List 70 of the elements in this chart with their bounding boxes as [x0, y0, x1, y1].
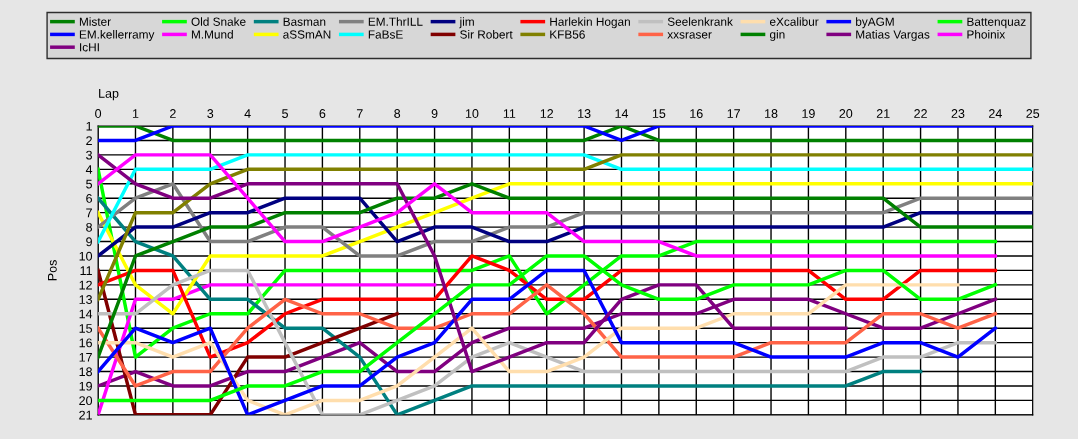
legend-label: Harlekin Hogan	[550, 17, 630, 29]
legend-label: Matias Vargas	[856, 29, 930, 41]
x-tick-label: 18	[765, 109, 778, 118]
legend-label: Phoinix	[967, 29, 1006, 39]
x-tick-label: 3	[207, 109, 214, 118]
y-tick-label: 7	[86, 208, 92, 218]
legend-label: aSSmAN	[283, 30, 331, 39]
x-tick-label: 6	[319, 109, 326, 118]
legend-label: Old Snake	[191, 17, 246, 26]
y-tick-label: 4	[85, 165, 93, 174]
y-tick-label: 8	[86, 222, 92, 232]
x-tick-label: 16	[690, 109, 703, 118]
x-tick-label: 13	[578, 109, 591, 118]
x-tick-label: 22	[914, 109, 927, 118]
legend-label: IcHI	[80, 43, 99, 52]
y-tick-label: 20	[79, 396, 93, 406]
x-tick-label: 17	[727, 109, 740, 118]
x-tick-label: 7	[356, 109, 363, 118]
y-tick-label: 15	[79, 324, 93, 333]
y-tick-label: 13	[79, 295, 92, 304]
y-tick-label: 6	[86, 194, 92, 203]
x-tick-label: 4	[244, 109, 251, 118]
y-tick-label: 16	[79, 338, 92, 348]
x-tick-label: 11	[503, 109, 516, 118]
legend-label: byAGM	[856, 17, 894, 29]
legend-label: Seelenkrank	[667, 17, 733, 26]
x-tick-label: 1	[132, 109, 139, 118]
x-tick-label: 23	[951, 109, 965, 118]
legend-label: Sir Robert	[460, 29, 513, 39]
y-tick-label: 1	[86, 121, 92, 131]
x-tick-label: 14	[615, 109, 629, 118]
y-tick-label: 19	[79, 381, 92, 391]
x-tick-label: 9	[431, 109, 438, 118]
legend-label: gin	[769, 29, 785, 41]
y-tick-label: 2	[86, 136, 92, 145]
y-tick-label: 9	[86, 237, 92, 247]
x-tick-label: 20	[839, 109, 853, 118]
x-tick-label: 0	[95, 109, 102, 118]
legend-label: Mister	[79, 17, 111, 26]
legend-label: KFB56	[550, 30, 585, 39]
legend-label: EM.kellerramy	[79, 29, 155, 41]
y-tick-label: 14	[79, 309, 93, 319]
y-tick-label: 3	[86, 150, 92, 160]
x-tick-label: 25	[1026, 109, 1040, 118]
legend-label: jim	[459, 17, 474, 29]
y-tick-label: 10	[79, 251, 93, 261]
x-tick-label: 12	[540, 109, 554, 118]
x-tick-label: 15	[652, 109, 666, 118]
legend-label: EM.ThrILL	[368, 17, 423, 26]
y-tick-label: 21	[79, 410, 92, 420]
legend-label: M.Mund	[191, 29, 233, 39]
legend-label: eXcalibur	[769, 17, 819, 26]
x-tick-label: 19	[802, 109, 815, 118]
legend-label: xxsraser	[667, 32, 712, 39]
x-axis-title: Lap	[99, 89, 119, 101]
y-tick-label: 17	[79, 353, 92, 362]
x-tick-label: 5	[282, 109, 288, 118]
y-tick-label: 12	[79, 280, 92, 290]
x-tick-label: 8	[394, 109, 401, 118]
x-tick-label: 10	[465, 109, 479, 118]
x-tick-label: 2	[170, 109, 176, 118]
y-tick-label: 5	[86, 179, 93, 189]
legend-label: Basman	[283, 17, 326, 26]
x-tick-label: 24	[989, 109, 1002, 118]
legend-label: FaBsE	[368, 30, 403, 39]
y-axis-title: Pos	[48, 260, 57, 281]
x-tick-label: 21	[876, 109, 890, 118]
y-tick-label: 18	[79, 367, 92, 377]
y-tick-label: 11	[80, 266, 92, 275]
legend-label: Battenquaz	[967, 17, 1026, 29]
